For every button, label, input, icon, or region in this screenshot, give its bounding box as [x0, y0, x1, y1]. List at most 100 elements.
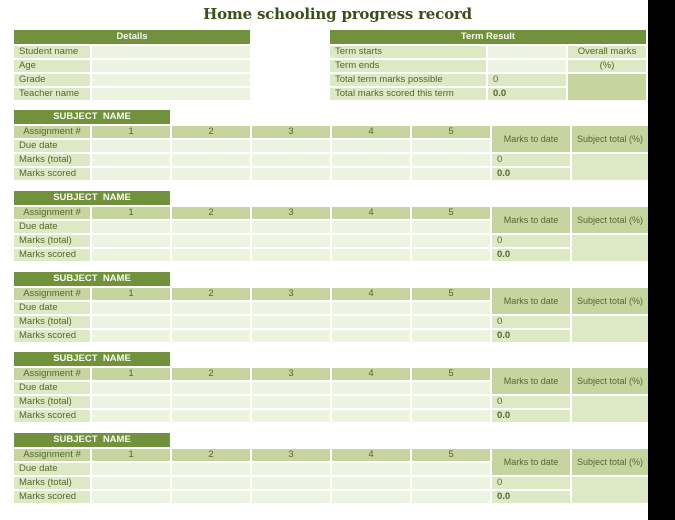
due-date-input-cell[interactable]: [92, 140, 170, 152]
marks-total-input-cell[interactable]: [332, 235, 410, 247]
marks-total-input-cell[interactable]: [412, 396, 490, 408]
subject-total-value-cell[interactable]: [572, 235, 648, 261]
marks-total-input-cell[interactable]: [92, 396, 170, 408]
marks-scored-input-cell[interactable]: [92, 249, 170, 261]
marks-total-input-cell[interactable]: [252, 316, 330, 328]
marks-scored-input-cell[interactable]: [252, 491, 330, 503]
marks-total-input-cell[interactable]: [252, 154, 330, 166]
marks-to-date-scored-cell[interactable]: 0.0: [492, 168, 570, 180]
due-date-input-cell[interactable]: [172, 221, 250, 233]
marks-total-input-cell[interactable]: [412, 477, 490, 489]
marks-scored-input-cell[interactable]: [252, 330, 330, 342]
marks-total-input-cell[interactable]: [332, 477, 410, 489]
subject-total-value-cell[interactable]: [572, 396, 648, 422]
grade-input-cell[interactable]: [92, 74, 250, 86]
marks-to-date-scored-cell[interactable]: 0.0: [492, 249, 570, 261]
due-date-input-cell[interactable]: [332, 221, 410, 233]
marks-scored-input-cell[interactable]: [332, 330, 410, 342]
due-date-input-cell[interactable]: [332, 302, 410, 314]
marks-scored-input-cell[interactable]: [92, 168, 170, 180]
marks-total-input-cell[interactable]: [92, 316, 170, 328]
student-name-input-cell[interactable]: [92, 46, 250, 58]
marks-total-input-cell[interactable]: [332, 316, 410, 328]
marks-total-input-cell[interactable]: [172, 316, 250, 328]
due-date-input-cell[interactable]: [252, 382, 330, 394]
subject-total-value-cell[interactable]: [572, 477, 648, 503]
due-date-input-cell[interactable]: [252, 463, 330, 475]
marks-total-input-cell[interactable]: [92, 477, 170, 489]
marks-scored-input-cell[interactable]: [172, 330, 250, 342]
due-date-input-cell[interactable]: [92, 302, 170, 314]
marks-to-date-scored-cell[interactable]: 0.0: [492, 330, 570, 342]
marks-scored-input-cell[interactable]: [412, 249, 490, 261]
due-date-input-cell[interactable]: [412, 140, 490, 152]
due-date-input-cell[interactable]: [172, 382, 250, 394]
subject-total-value-cell[interactable]: [572, 154, 648, 180]
marks-to-date-scored-cell[interactable]: 0.0: [492, 410, 570, 422]
marks-to-date-total-cell[interactable]: 0: [492, 316, 570, 328]
marks-total-input-cell[interactable]: [92, 154, 170, 166]
marks-scored-input-cell[interactable]: [172, 249, 250, 261]
marks-total-input-cell[interactable]: [172, 396, 250, 408]
overall-marks-value-cell[interactable]: [568, 74, 646, 100]
marks-total-input-cell[interactable]: [332, 154, 410, 166]
due-date-input-cell[interactable]: [412, 463, 490, 475]
marks-to-date-total-cell[interactable]: 0: [492, 235, 570, 247]
marks-total-input-cell[interactable]: [92, 235, 170, 247]
marks-scored-input-cell[interactable]: [172, 410, 250, 422]
marks-scored-input-cell[interactable]: [92, 410, 170, 422]
marks-scored-input-cell[interactable]: [92, 330, 170, 342]
due-date-input-cell[interactable]: [92, 382, 170, 394]
teacher-name-input-cell[interactable]: [92, 88, 250, 100]
due-date-input-cell[interactable]: [332, 140, 410, 152]
due-date-input-cell[interactable]: [412, 302, 490, 314]
marks-scored-input-cell[interactable]: [172, 168, 250, 180]
due-date-input-cell[interactable]: [172, 140, 250, 152]
marks-scored-input-cell[interactable]: [412, 410, 490, 422]
marks-total-input-cell[interactable]: [252, 477, 330, 489]
age-input-cell[interactable]: [92, 60, 250, 72]
marks-total-input-cell[interactable]: [172, 235, 250, 247]
due-date-input-cell[interactable]: [92, 463, 170, 475]
marks-total-input-cell[interactable]: [172, 477, 250, 489]
marks-total-input-cell[interactable]: [172, 154, 250, 166]
total-marks-scored-value[interactable]: 0.0: [488, 88, 566, 100]
marks-scored-input-cell[interactable]: [332, 491, 410, 503]
due-date-input-cell[interactable]: [412, 382, 490, 394]
marks-scored-input-cell[interactable]: [252, 249, 330, 261]
marks-total-input-cell[interactable]: [332, 396, 410, 408]
marks-total-input-cell[interactable]: [412, 235, 490, 247]
due-date-input-cell[interactable]: [252, 140, 330, 152]
marks-to-date-total-cell[interactable]: 0: [492, 154, 570, 166]
marks-to-date-total-cell[interactable]: 0: [492, 477, 570, 489]
due-date-input-cell[interactable]: [252, 221, 330, 233]
due-date-input-cell[interactable]: [252, 302, 330, 314]
marks-total-input-cell[interactable]: [412, 316, 490, 328]
due-date-input-cell[interactable]: [412, 221, 490, 233]
due-date-input-cell[interactable]: [172, 302, 250, 314]
marks-scored-input-cell[interactable]: [252, 410, 330, 422]
marks-total-input-cell[interactable]: [252, 396, 330, 408]
marks-to-date-scored-cell[interactable]: 0.0: [492, 491, 570, 503]
term-ends-input-cell[interactable]: [488, 60, 566, 72]
marks-total-input-cell[interactable]: [412, 154, 490, 166]
total-term-marks-possible-value[interactable]: 0: [488, 74, 566, 86]
due-date-input-cell[interactable]: [92, 221, 170, 233]
term-starts-input-cell[interactable]: [488, 46, 566, 58]
marks-scored-input-cell[interactable]: [412, 491, 490, 503]
due-date-input-cell[interactable]: [332, 463, 410, 475]
marks-scored-input-cell[interactable]: [252, 168, 330, 180]
due-date-input-cell[interactable]: [172, 463, 250, 475]
marks-scored-input-cell[interactable]: [172, 491, 250, 503]
marks-total-input-cell[interactable]: [252, 235, 330, 247]
due-date-input-cell[interactable]: [332, 382, 410, 394]
marks-scored-input-cell[interactable]: [412, 168, 490, 180]
marks-scored-input-cell[interactable]: [332, 410, 410, 422]
marks-scored-input-cell[interactable]: [332, 249, 410, 261]
marks-scored-input-cell[interactable]: [92, 491, 170, 503]
marks-scored-input-cell[interactable]: [412, 330, 490, 342]
subject-total-value-cell[interactable]: [572, 316, 648, 342]
marks-scored-input-cell[interactable]: [332, 168, 410, 180]
assignment-col-header-1: 1: [92, 368, 170, 380]
marks-to-date-total-cell[interactable]: 0: [492, 396, 570, 408]
